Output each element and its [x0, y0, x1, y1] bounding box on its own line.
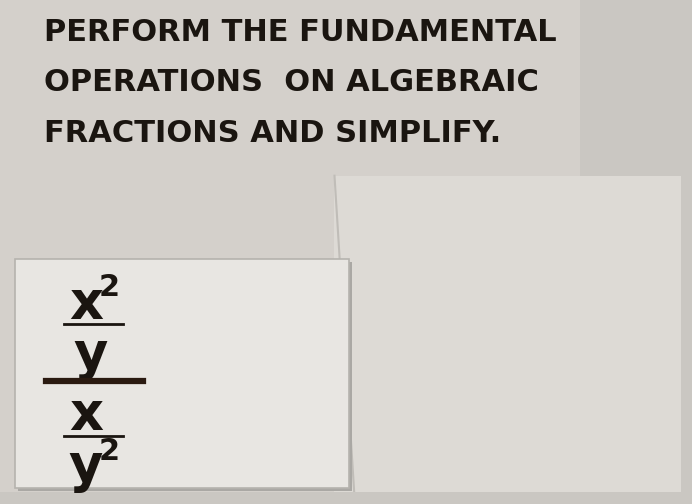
Text: 2: 2 [98, 437, 120, 466]
Bar [15, 259, 349, 488]
Text: 2: 2 [98, 273, 120, 302]
Text: PERFORM THE FUNDAMENTAL: PERFORM THE FUNDAMENTAL [44, 18, 557, 46]
Text: OPERATIONS  ON ALGEBRAIC: OPERATIONS ON ALGEBRAIC [44, 69, 539, 97]
Text: y: y [74, 329, 108, 381]
Text: x: x [69, 278, 103, 330]
Text: FRACTIONS AND SIMPLIFY.: FRACTIONS AND SIMPLIFY. [44, 119, 502, 148]
Polygon shape [334, 176, 681, 492]
Bar [18, 262, 352, 491]
Bar [0, 0, 581, 492]
Text: y: y [69, 442, 103, 493]
Text: x: x [69, 389, 103, 440]
